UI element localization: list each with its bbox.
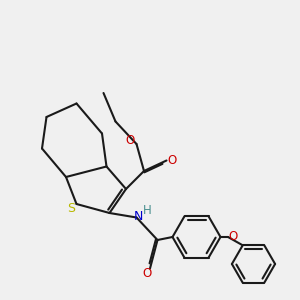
Text: S: S bbox=[67, 202, 75, 215]
Text: N: N bbox=[133, 210, 143, 224]
Text: O: O bbox=[229, 230, 238, 244]
Text: O: O bbox=[142, 267, 152, 280]
Text: H: H bbox=[142, 204, 152, 218]
Text: O: O bbox=[168, 154, 177, 167]
Text: O: O bbox=[125, 134, 134, 148]
